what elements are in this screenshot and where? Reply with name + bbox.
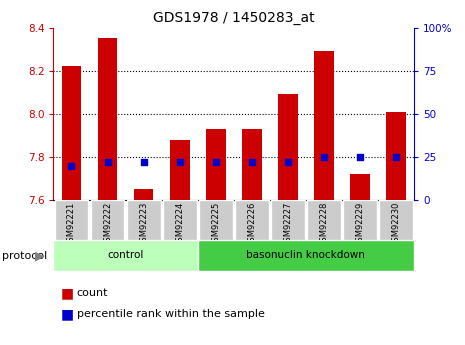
Text: basonuclin knockdown: basonuclin knockdown: [246, 250, 365, 260]
Point: [248, 159, 255, 165]
FancyBboxPatch shape: [126, 200, 160, 240]
Text: GSM92221: GSM92221: [67, 202, 76, 247]
Text: GSM92224: GSM92224: [175, 202, 184, 247]
Bar: [133, 189, 153, 200]
FancyBboxPatch shape: [307, 200, 341, 240]
Bar: [350, 174, 370, 200]
Point: [104, 159, 111, 165]
Text: GSM92228: GSM92228: [319, 202, 328, 247]
Title: GDS1978 / 1450283_at: GDS1978 / 1450283_at: [153, 11, 314, 25]
FancyBboxPatch shape: [198, 240, 414, 271]
Point: [140, 159, 147, 165]
FancyBboxPatch shape: [271, 200, 305, 240]
Bar: [170, 140, 190, 200]
FancyBboxPatch shape: [235, 200, 269, 240]
Bar: [61, 66, 81, 200]
Point: [356, 154, 364, 160]
Text: ▶: ▶: [34, 249, 44, 263]
Point: [68, 163, 75, 168]
Point: [284, 159, 292, 165]
Bar: [98, 38, 118, 200]
Text: percentile rank within the sample: percentile rank within the sample: [77, 309, 265, 319]
FancyBboxPatch shape: [54, 200, 88, 240]
Point: [212, 159, 219, 165]
Text: GSM92225: GSM92225: [211, 202, 220, 247]
Bar: [314, 51, 334, 200]
Point: [176, 159, 183, 165]
Bar: [206, 129, 226, 200]
Text: control: control: [107, 250, 144, 260]
FancyBboxPatch shape: [53, 240, 198, 271]
FancyBboxPatch shape: [163, 200, 197, 240]
Point: [392, 154, 399, 160]
Text: ■: ■: [60, 307, 73, 321]
Text: GSM92230: GSM92230: [392, 202, 400, 247]
FancyBboxPatch shape: [343, 200, 377, 240]
Text: GSM92227: GSM92227: [283, 202, 292, 247]
FancyBboxPatch shape: [199, 200, 232, 240]
Text: GSM92229: GSM92229: [355, 202, 364, 247]
Bar: [386, 112, 406, 200]
FancyBboxPatch shape: [91, 200, 125, 240]
Text: protocol: protocol: [2, 251, 47, 261]
Bar: [242, 129, 262, 200]
FancyBboxPatch shape: [379, 200, 413, 240]
Text: GSM92223: GSM92223: [139, 202, 148, 247]
Bar: [278, 95, 298, 200]
Text: count: count: [77, 288, 108, 298]
Text: GSM92226: GSM92226: [247, 202, 256, 247]
Point: [320, 154, 327, 160]
Text: GSM92222: GSM92222: [103, 202, 112, 247]
Text: ■: ■: [60, 286, 73, 300]
